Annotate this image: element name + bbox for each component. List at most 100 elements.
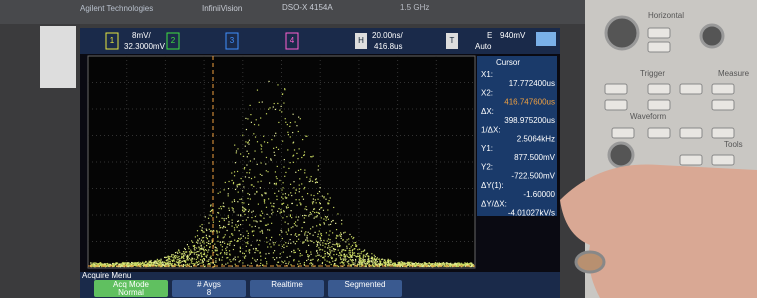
trace-dot (192, 242, 193, 243)
trace-dot (384, 260, 385, 261)
trace-dot (201, 245, 202, 246)
trace-dot (299, 202, 300, 203)
button[interactable] (680, 128, 702, 138)
trace-dot (206, 235, 207, 236)
trace-dot (319, 255, 320, 256)
trace-dot (281, 261, 282, 262)
trace-dot (291, 227, 292, 228)
trace-dot (140, 264, 141, 265)
trace-dot (174, 260, 175, 261)
trace-dot (319, 202, 320, 203)
trace-dot (247, 151, 248, 152)
trace-dot (208, 222, 209, 223)
trace-dot (297, 264, 298, 265)
trace-dot (283, 203, 284, 204)
button[interactable] (712, 128, 734, 138)
trace-dot (304, 222, 305, 223)
button[interactable] (648, 128, 670, 138)
trace-dot (169, 259, 170, 260)
trace-dot (189, 258, 190, 259)
trace-dot (355, 242, 356, 243)
trace-dot (286, 206, 287, 207)
trace-dot (288, 261, 289, 262)
trace-dot (342, 261, 343, 262)
trace-dot (350, 259, 351, 260)
trace-dot (315, 216, 316, 217)
trace-dot (271, 160, 272, 161)
trace-dot (293, 155, 294, 156)
trace-dot (340, 232, 341, 233)
button[interactable] (648, 42, 670, 52)
button[interactable] (605, 100, 627, 110)
trace-dot (331, 257, 332, 258)
trace-dot (250, 114, 251, 115)
trace-dot (201, 256, 202, 257)
trace-dot (242, 190, 243, 191)
button[interactable] (612, 128, 634, 138)
trace-dot (213, 230, 214, 231)
trace-dot (238, 214, 239, 215)
button[interactable] (648, 28, 670, 38)
button[interactable] (712, 155, 734, 165)
trace-dot (263, 136, 264, 137)
trace-dot (311, 194, 312, 195)
trace-dot (261, 211, 262, 212)
trace-dot (319, 249, 320, 250)
button[interactable] (648, 100, 670, 110)
trace-dot (293, 114, 294, 115)
trace-dot (276, 184, 277, 185)
trace-dot (333, 220, 334, 221)
trace-dot (208, 259, 209, 260)
trace-dot (106, 265, 107, 266)
button[interactable] (712, 84, 734, 94)
trace-dot (93, 263, 94, 264)
trace-dot (302, 139, 303, 140)
trace-dot (288, 134, 289, 135)
trace-dot (184, 253, 185, 254)
trace-dot (223, 237, 224, 238)
trace-dot (254, 150, 255, 151)
ch1: 1 (110, 36, 115, 45)
trace-dot (197, 242, 198, 243)
trace-dot (327, 216, 328, 217)
trace-dot (115, 264, 116, 265)
button[interactable] (605, 84, 627, 94)
trace-dot (347, 261, 348, 262)
trace-dot (350, 255, 351, 256)
button[interactable] (680, 155, 702, 165)
trace-dot (153, 262, 154, 263)
button[interactable] (712, 100, 734, 110)
trace-dot (409, 262, 410, 263)
delay: 416.8us (374, 42, 402, 51)
trace-dot (261, 230, 262, 231)
trace-dot (309, 255, 310, 256)
trace-dot (231, 172, 232, 173)
trace-dot (239, 261, 240, 262)
trace-dot (265, 225, 266, 226)
trace-dot (198, 261, 199, 262)
trace-dot (316, 256, 317, 257)
trace-dot (245, 242, 246, 243)
trace-dot (343, 260, 344, 261)
trace-dot (437, 265, 438, 266)
trace-dot (274, 183, 275, 184)
readout-value: -722.500mV (511, 172, 555, 181)
trace-dot (251, 122, 252, 123)
trace-dot (228, 188, 229, 189)
button[interactable] (648, 84, 670, 94)
button[interactable] (680, 84, 702, 94)
trace-dot (388, 261, 389, 262)
trace-dot (244, 167, 245, 168)
trace-dot (289, 126, 290, 127)
trace-dot (257, 264, 258, 265)
trace-dot (209, 246, 210, 247)
trace-dot (203, 264, 204, 265)
readout-value: 416.747600us (504, 98, 555, 107)
trace-dot (328, 243, 329, 244)
trace-dot (270, 158, 271, 159)
trace-dot (253, 230, 254, 231)
trace-dot (323, 197, 324, 198)
trace-dot (281, 106, 282, 107)
trace-dot (317, 193, 318, 194)
trace-dot (283, 244, 284, 245)
